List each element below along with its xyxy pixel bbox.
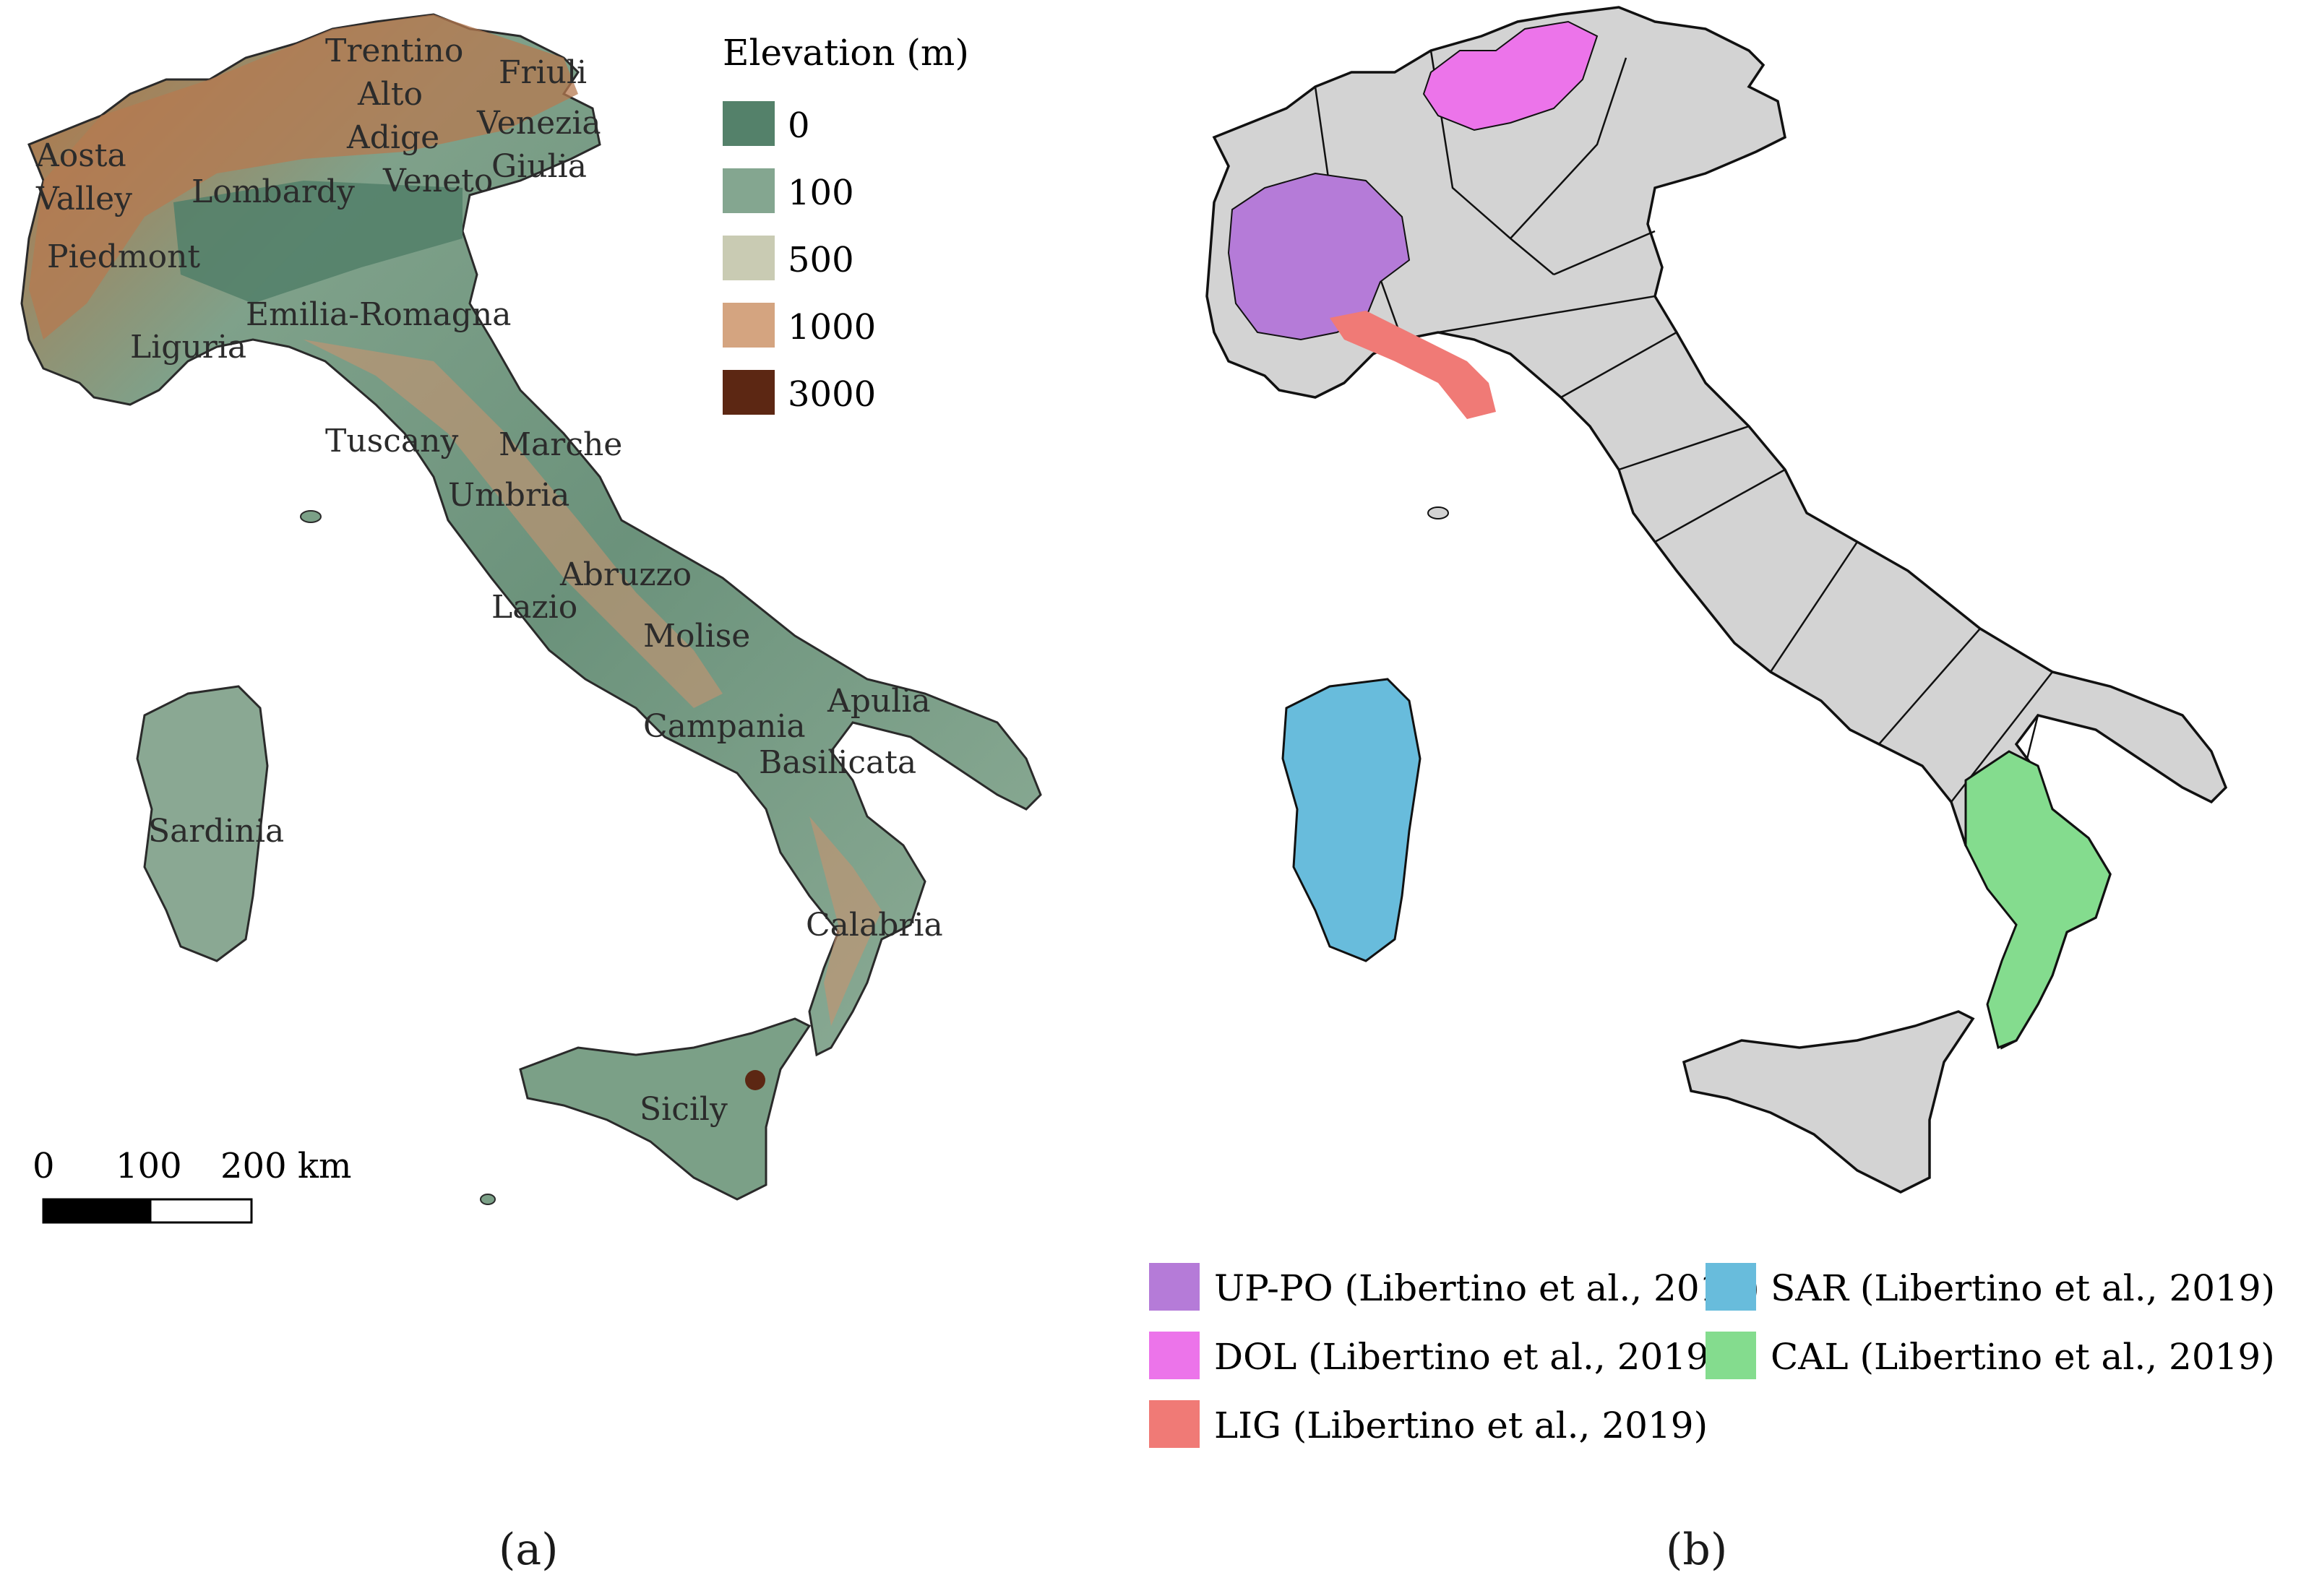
region-label: Adige	[346, 119, 439, 156]
region-label: Lazio	[491, 589, 577, 626]
region-label: Umbria	[448, 477, 569, 514]
legend-swatch-up-po	[1149, 1263, 1200, 1311]
region-label: Aosta	[35, 137, 126, 174]
region-sar	[1281, 678, 1422, 962]
legend-label-up-po: UP-PO (Libertino et al., 2019)	[1214, 1267, 1760, 1309]
scale-bar: 0 100 200 km	[33, 1146, 351, 1224]
region-label: Veneto	[382, 163, 493, 199]
legend-swatch-lig	[1149, 1400, 1200, 1448]
region-label: Trentino	[325, 33, 463, 69]
legend-label-lig: LIG (Libertino et al., 2019)	[1214, 1405, 1708, 1446]
legend-label-dol: DOL (Libertino et al., 2019)	[1214, 1336, 1723, 1378]
legend-swatch-sar	[1706, 1263, 1756, 1311]
legend-swatch-dol	[1149, 1332, 1200, 1379]
region-legend: UP-PO (Libertino et al., 2019) DOL (Libe…	[1149, 1263, 2275, 1448]
legend-label-500: 500	[788, 240, 854, 280]
region-label: Alto	[357, 76, 423, 113]
region-label: Valley	[35, 181, 132, 217]
legend-label-3000: 3000	[788, 374, 876, 415]
legend-swatch-100	[723, 168, 775, 213]
region-label: Giulia	[491, 148, 587, 185]
scale-tick-100: 100	[116, 1146, 182, 1186]
region-label: Calabria	[806, 907, 943, 944]
legend-swatch-cal	[1706, 1332, 1756, 1379]
legend-swatch-0	[723, 101, 775, 146]
region-label: Tuscany	[325, 423, 458, 460]
elevation-map-panel: Trentino Alto Adige Friuli Venezia Giuli…	[20, 13, 1042, 1224]
region-label: Venezia	[476, 105, 601, 142]
region-label: Friuli	[499, 54, 587, 91]
legend-label-100: 100	[788, 173, 854, 213]
region-label: Abruzzo	[559, 556, 692, 593]
region-up-po	[1227, 172, 1411, 341]
scale-tick-200: 200 km	[220, 1146, 351, 1186]
region-map-panel: UP-PO (Libertino et al., 2019) DOL (Libe…	[1149, 6, 2275, 1448]
legend-label-0: 0	[788, 105, 810, 146]
region-cal	[1964, 750, 2112, 1050]
legend-label-cal: CAL (Libertino et al., 2019)	[1771, 1336, 2275, 1378]
region-label: Campania	[643, 708, 806, 745]
legend-title: Elevation (m)	[723, 32, 969, 74]
region-label: Basilicata	[759, 744, 916, 781]
legend-label-1000: 1000	[788, 307, 876, 348]
region-lig	[1330, 311, 1496, 419]
legend-label-sar: SAR (Libertino et al., 2019)	[1771, 1267, 2275, 1309]
region-label: Sardinia	[148, 813, 284, 850]
region-label: Piedmont	[47, 238, 200, 275]
legend-swatch-3000	[723, 370, 775, 415]
region-dol	[1422, 20, 1599, 131]
region-label: Emilia-Romagna	[246, 296, 511, 333]
region-label: Sicily	[640, 1091, 728, 1128]
region-label: Molise	[643, 618, 750, 655]
legend-swatch-1000	[723, 303, 775, 348]
region-labels: Trentino Alto Adige Friuli Venezia Giuli…	[35, 33, 943, 1128]
region-label: Lombardy	[192, 173, 355, 210]
region-label: Liguria	[130, 329, 246, 366]
panel-b-caption: (b)	[1666, 1524, 1728, 1575]
panel-a-caption: (a)	[499, 1524, 559, 1575]
scale-tick-0: 0	[33, 1146, 55, 1186]
elevation-legend: Elevation (m) 0 100 500 1000 3000	[723, 32, 969, 415]
region-label: Marche	[499, 426, 622, 463]
legend-swatch-500	[723, 236, 775, 280]
region-label: Apulia	[827, 683, 931, 720]
